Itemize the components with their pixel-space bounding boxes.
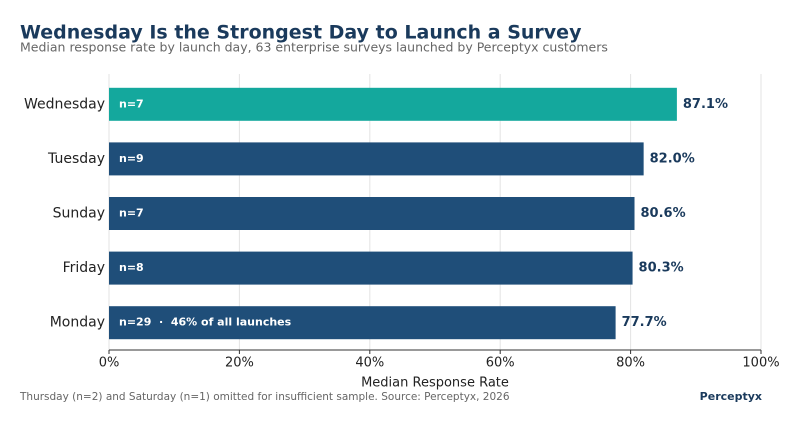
x-tick-label: 0% [99,356,120,371]
x-axis-label: Median Response Rate [361,376,509,391]
value-label: 80.3% [639,261,684,276]
x-tick-label: 100% [742,356,779,371]
value-label: 77.7% [622,315,667,330]
bar [109,142,644,176]
value-label: 82.0% [650,151,695,166]
bar-annotation: n=8 [119,261,144,274]
x-tick-label: 60% [486,356,515,371]
brand: Perceptyx [700,390,762,403]
y-tick-label: Monday [50,315,105,331]
bar [109,251,633,285]
chart-subtitle: Median response rate by launch day, 63 e… [20,40,608,55]
value-label: 87.1% [683,97,728,112]
y-tick-label: Sunday [53,206,105,222]
chart-title: Wednesday Is the Strongest Day to Launch… [20,22,582,44]
y-tick-label: Friday [63,260,105,276]
bar-annotation: n=7 [119,97,144,110]
bar-annotation: n=7 [119,207,144,220]
x-tick-label: 40% [355,356,384,371]
value-label: 80.6% [641,206,686,221]
bar-annotation: n=9 [119,152,144,165]
x-tick-label: 20% [225,356,254,371]
footnote: Thursday (n=2) and Saturday (n=1) omitte… [19,391,510,403]
bar [109,306,616,340]
x-tick-label: 80% [616,356,645,371]
bar [109,87,677,121]
bar [109,197,635,230]
bar-annotation: n=29 · 46% of all launches [119,316,292,329]
y-tick-label: Wednesday [24,96,105,112]
y-tick-label: Tuesday [47,151,105,167]
